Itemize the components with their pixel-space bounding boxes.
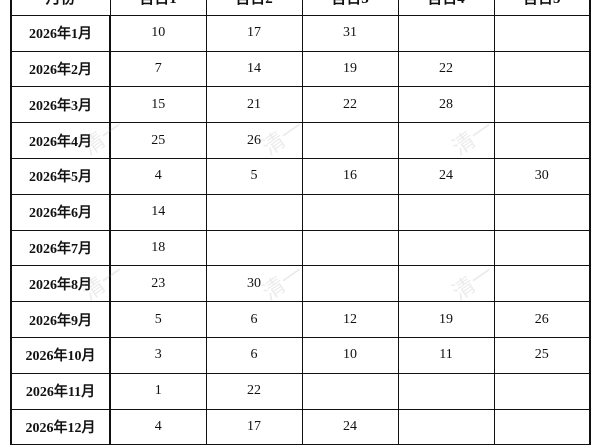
- table-row: 2026年4月 25 26: [10, 122, 591, 159]
- day-cell: 31: [301, 14, 399, 52]
- month-cell: 2026年2月: [10, 50, 111, 88]
- month-cell: 2026年1月: [10, 14, 111, 52]
- day-cell: [493, 14, 591, 52]
- table-row: 2026年10月 3 6 10 11 25: [10, 336, 591, 374]
- day-cell: 22: [205, 372, 303, 410]
- day-cell: [397, 229, 495, 267]
- day-cell: 26: [205, 122, 303, 159]
- day-cell: 18: [109, 229, 207, 267]
- day-cell: 25: [109, 122, 207, 159]
- day-cell: 4: [109, 157, 207, 195]
- table-row: 2026年1月 10 17 31: [10, 14, 591, 52]
- day-cell: [397, 122, 495, 159]
- auspicious-days-table-container: 月份吉日1吉日2吉日3吉日4吉日5 2026年1月1017312026年2月71…: [10, 0, 591, 445]
- day-cell: [397, 408, 495, 445]
- day-cell: 16: [301, 157, 399, 195]
- header-day-2: 吉日2: [205, 0, 303, 16]
- day-cell: [301, 265, 399, 303]
- day-cell: 24: [397, 157, 495, 195]
- table-row: 2026年9月 5 6 12 19 26: [10, 301, 591, 338]
- day-cell: [493, 86, 591, 124]
- day-cell: 30: [205, 265, 303, 303]
- day-cell: 17: [205, 14, 303, 52]
- day-cell: 12: [301, 301, 399, 338]
- day-cell: [493, 229, 591, 267]
- auspicious-days-table: 月份吉日1吉日2吉日3吉日4吉日5 2026年1月1017312026年2月71…: [10, 0, 591, 445]
- month-cell: 2026年3月: [10, 86, 111, 124]
- day-cell: [493, 265, 591, 303]
- day-cell: 14: [205, 50, 303, 88]
- month-cell: 2026年6月: [10, 193, 111, 231]
- month-cell: 2026年8月: [10, 265, 111, 303]
- header-day-1: 吉日1: [109, 0, 207, 16]
- day-cell: 1: [109, 372, 207, 410]
- day-cell: 10: [301, 336, 399, 374]
- day-cell: 21: [205, 86, 303, 124]
- day-cell: [493, 50, 591, 88]
- day-cell: [493, 193, 591, 231]
- table-row: 2026年5月 4 5 16 24 30: [10, 157, 591, 195]
- day-cell: 3: [109, 336, 207, 374]
- table-row: 2026年8月 23 30: [10, 265, 591, 303]
- month-cell: 2026年9月: [10, 301, 111, 338]
- day-cell: 24: [301, 408, 399, 445]
- day-cell: 19: [301, 50, 399, 88]
- header-month: 月份: [10, 0, 111, 16]
- day-cell: 19: [397, 301, 495, 338]
- day-cell: [205, 193, 303, 231]
- day-cell: [493, 408, 591, 445]
- day-cell: 4: [109, 408, 207, 445]
- header-row: 月份吉日1吉日2吉日3吉日4吉日5: [10, 0, 591, 16]
- day-cell: 11: [397, 336, 495, 374]
- day-cell: 6: [205, 301, 303, 338]
- table-row: 2026年3月 15 21 22 28: [10, 86, 591, 124]
- day-cell: [397, 265, 495, 303]
- day-cell: 5: [109, 301, 207, 338]
- day-cell: [397, 14, 495, 52]
- table-row: 2026年11月 1 22: [10, 372, 591, 410]
- day-cell: 6: [205, 336, 303, 374]
- month-cell: 2026年10月: [10, 336, 111, 374]
- month-cell: 2026年11月: [10, 372, 111, 410]
- day-cell: [301, 229, 399, 267]
- day-cell: [397, 193, 495, 231]
- day-cell: 14: [109, 193, 207, 231]
- day-cell: [301, 193, 399, 231]
- day-cell: 25: [493, 336, 591, 374]
- day-cell: 22: [301, 86, 399, 124]
- day-cell: 28: [397, 86, 495, 124]
- table-row: 2026年12月 4 17 24: [10, 408, 591, 445]
- day-cell: 5: [205, 157, 303, 195]
- day-cell: 26: [493, 301, 591, 338]
- day-cell: 15: [109, 86, 207, 124]
- day-cell: [493, 122, 591, 159]
- month-cell: 2026年4月: [10, 122, 111, 159]
- day-cell: [397, 372, 495, 410]
- table-row: 2026年7月 18: [10, 229, 591, 267]
- table-row: 2026年2月 7 14 19 22: [10, 50, 591, 88]
- day-cell: 10: [109, 14, 207, 52]
- header-day-4: 吉日4: [397, 0, 495, 16]
- month-cell: 2026年5月: [10, 157, 111, 195]
- header-day-3: 吉日3: [301, 0, 399, 16]
- day-cell: 22: [397, 50, 495, 88]
- month-cell: 2026年12月: [10, 408, 111, 445]
- day-cell: 23: [109, 265, 207, 303]
- day-cell: [301, 122, 399, 159]
- header-day-5: 吉日5: [493, 0, 591, 16]
- day-cell: 7: [109, 50, 207, 88]
- table-row: 2026年6月 14: [10, 193, 591, 231]
- day-cell: 30: [493, 157, 591, 195]
- day-cell: [493, 372, 591, 410]
- day-cell: 17: [205, 408, 303, 445]
- month-cell: 2026年7月: [10, 229, 111, 267]
- day-cell: [301, 372, 399, 410]
- day-cell: [205, 229, 303, 267]
